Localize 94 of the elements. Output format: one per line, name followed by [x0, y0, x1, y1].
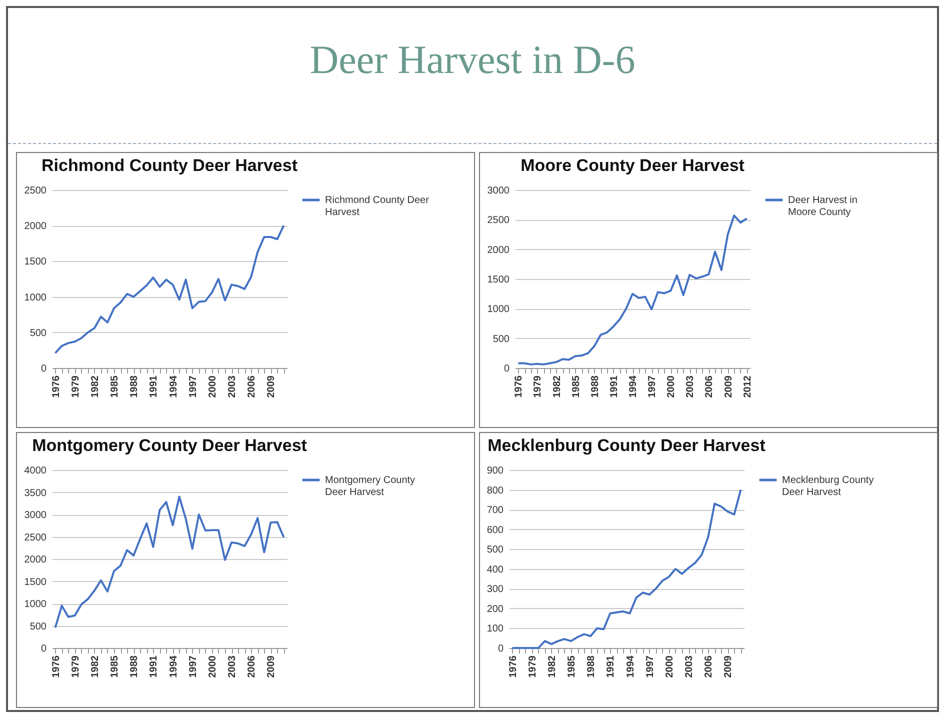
y-tick-label: 0: [498, 644, 504, 654]
x-tick-label: 2003: [684, 655, 696, 678]
chart-title: Montgomery County Deer Harvest: [32, 436, 308, 455]
y-tick-label: 1000: [24, 599, 47, 610]
y-tick-label: 2500: [24, 186, 47, 196]
line-series: [511, 488, 742, 649]
x-tick-label: 1985: [570, 375, 582, 398]
y-tick-label: 0: [40, 644, 47, 654]
legend-label: Montgomery County Deer Harvest: [325, 475, 416, 498]
x-tick-label: 1994: [628, 375, 639, 398]
x-tick-label: 1979: [70, 375, 82, 398]
x-tick-label: 2000: [666, 375, 678, 398]
y-tick-label: 2500: [24, 532, 47, 544]
x-tick-label: 2009: [266, 655, 278, 678]
x-tick-label: 1988: [129, 375, 140, 398]
x-tick-label: 1994: [625, 655, 636, 678]
x-tick-label: 1988: [129, 655, 140, 678]
legend-label: Mecklenburg County Deer Harvest: [782, 475, 874, 498]
x-tick-label: 1994: [168, 375, 180, 398]
y-tick-label: 700: [486, 505, 504, 516]
y-tick-label: 600: [486, 524, 504, 536]
y-tick-label: 1500: [24, 576, 47, 588]
x-tick-label: 2003: [685, 375, 696, 398]
x-tick-label: 1976: [50, 375, 62, 398]
y-tick-label: 3500: [24, 488, 47, 499]
line-series: [517, 214, 748, 366]
chart-title: Mecklenburg County Deer Harvest: [488, 436, 766, 455]
x-tick-label: 2009: [723, 375, 734, 398]
x-tick-label: 2009: [723, 655, 734, 678]
x-tick-label: 1982: [90, 655, 101, 678]
x-tick-label: 1976: [514, 375, 525, 398]
x-tick-label: 1991: [148, 375, 160, 398]
y-tick-label: 900: [486, 466, 504, 476]
x-tick-label: 2006: [704, 375, 716, 398]
x-tick-label: 1991: [608, 375, 620, 398]
x-tick-label: 2006: [246, 655, 258, 678]
y-tick-label: 2000: [487, 244, 510, 256]
x-tick-label: 2012: [742, 375, 754, 398]
y-tick-label: 800: [486, 485, 504, 496]
x-tick-label: 2006: [246, 375, 258, 398]
y-tick-label: 3000: [487, 186, 510, 196]
y-tick-label: 1000: [487, 304, 510, 316]
y-tick-label: 500: [486, 544, 504, 556]
chart-title: Richmond County Deer Harvest: [42, 156, 298, 175]
y-tick-label: 100: [486, 624, 504, 635]
x-tick-label: 2006: [704, 655, 715, 678]
line-series: [54, 224, 285, 354]
x-tick-label: 1982: [90, 375, 101, 398]
y-tick-label: 3000: [24, 510, 47, 521]
y-tick-label: 300: [486, 584, 504, 596]
x-tick-label: 1997: [188, 655, 199, 678]
x-tick-label: 1988: [586, 655, 598, 678]
x-tick-label: 2003: [227, 655, 238, 678]
x-tick-label: 1985: [110, 655, 121, 678]
y-tick-label: 0: [40, 364, 47, 374]
x-tick-label: 1997: [644, 655, 656, 678]
x-tick-label: 1988: [590, 375, 601, 398]
y-tick-label: 1500: [487, 274, 510, 286]
x-tick-label: 1982: [552, 375, 563, 398]
x-tick-label: 1976: [508, 655, 519, 678]
y-tick-label: 2000: [24, 554, 47, 566]
legend-label: Richmond County Deer Harvest: [325, 195, 430, 218]
x-tick-label: 1991: [606, 655, 617, 678]
text: Deer Harvest in D-6: [310, 36, 636, 83]
chart-title: Moore County Deer Harvest: [520, 156, 745, 175]
line-series: [54, 496, 285, 629]
y-tick-label: 400: [486, 564, 504, 576]
y-tick-label: 200: [486, 604, 504, 615]
x-tick-label: 1979: [70, 655, 82, 678]
x-tick-label: 1982: [546, 655, 558, 678]
x-tick-label: 2000: [664, 655, 676, 678]
y-tick-label: 0: [504, 364, 510, 374]
y-tick-label: 500: [30, 621, 47, 632]
x-tick-label: 1997: [188, 375, 199, 398]
y-tick-label: 2000: [24, 221, 47, 232]
x-tick-label: 1985: [566, 655, 578, 678]
legend-label: Deer Harvest in Moore County: [788, 195, 858, 218]
x-tick-label: 1985: [110, 375, 121, 398]
y-tick-label: 4000: [24, 466, 47, 476]
x-tick-label: 1991: [148, 655, 160, 678]
y-tick-label: 2500: [487, 215, 510, 226]
y-tick-label: 500: [30, 328, 47, 339]
y-tick-label: 500: [492, 334, 510, 345]
y-tick-label: 1500: [24, 256, 47, 268]
x-tick-label: 1976: [50, 655, 62, 678]
x-tick-label: 1997: [647, 375, 658, 398]
x-tick-label: 2000: [207, 375, 218, 398]
x-tick-label: 2003: [227, 375, 238, 398]
x-tick-label: 2009: [266, 375, 278, 398]
x-tick-label: 1979: [527, 655, 538, 678]
y-tick-label: 1000: [24, 292, 47, 304]
x-tick-label: 2000: [207, 655, 218, 678]
x-tick-label: 1979: [532, 375, 544, 398]
x-tick-label: 1994: [168, 655, 180, 678]
